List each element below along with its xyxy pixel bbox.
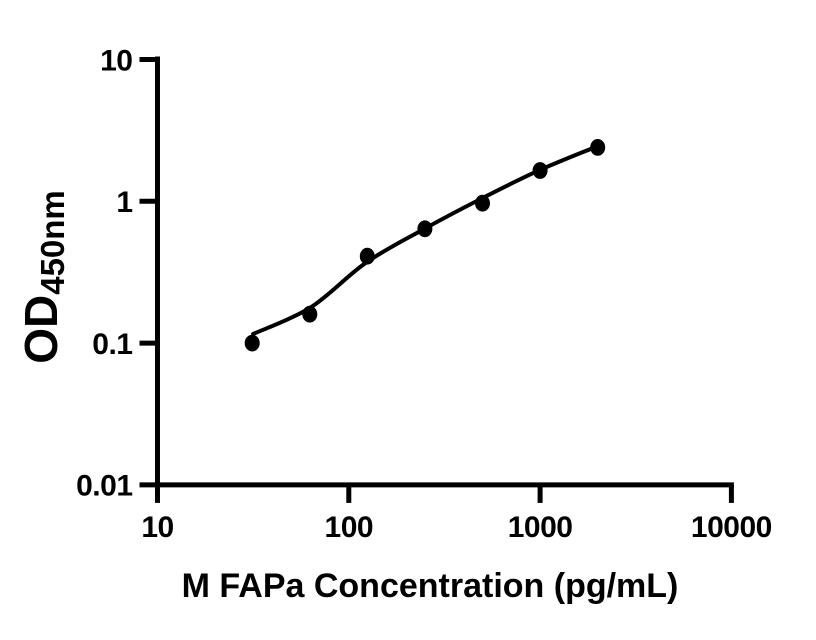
data-point (532, 162, 548, 179)
data-point (244, 334, 260, 352)
x-tick-label: 10 (141, 511, 173, 544)
axis-tick-labels: 10 1 0.1 0.01 10 100 1000 10000 (76, 44, 772, 544)
y-axis-title-main: OD (15, 295, 67, 364)
x-tick-label: 10000 (691, 511, 772, 544)
data-point (417, 220, 433, 238)
x-tick-label: 100 (325, 511, 374, 544)
axis-ticks (139, 57, 734, 503)
y-tick-label: 0.01 (76, 470, 132, 503)
y-axis-title-subscript: 450nm (34, 190, 71, 295)
data-point (590, 139, 606, 156)
data-point (302, 305, 318, 323)
y-tick-label: 0.1 (92, 328, 132, 361)
axes (155, 56, 734, 488)
y-tick-label: 1 (116, 186, 132, 219)
x-tick-label: 1000 (508, 511, 573, 544)
x-axis-title: M FAPa Concentration (pg/mL) (182, 567, 679, 605)
y-axis-title: OD450nm (15, 190, 71, 364)
data-point (359, 247, 375, 265)
data-point (475, 194, 490, 212)
data-points (244, 139, 606, 352)
y-tick-label: 10 (100, 44, 132, 77)
